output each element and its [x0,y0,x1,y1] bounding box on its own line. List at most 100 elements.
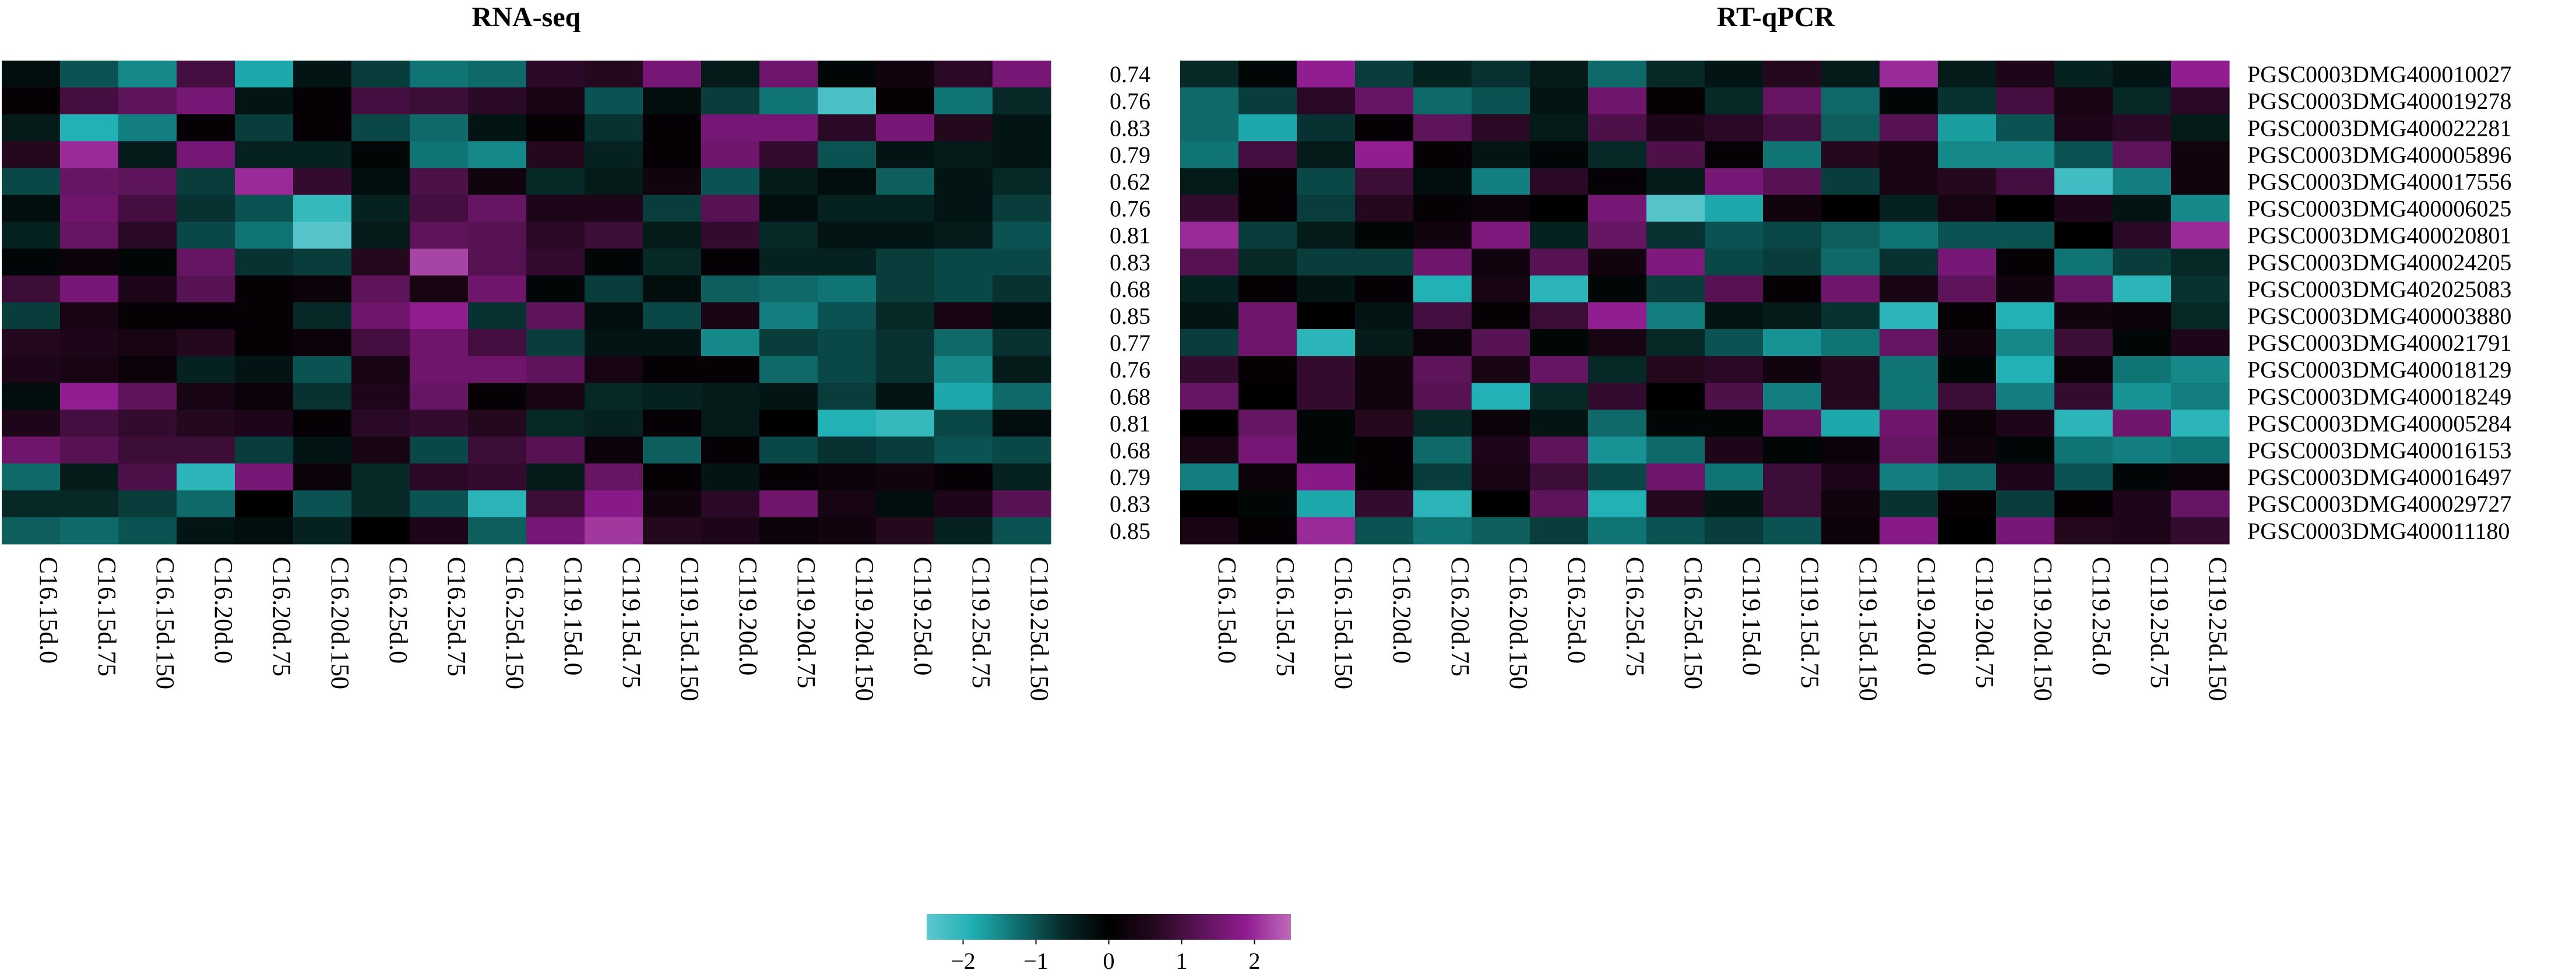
rnaseq-cell [351,195,410,223]
rtqpcr-cell [1180,463,1239,491]
rnaseq-cell [759,436,818,464]
rnaseq-cell [293,517,352,545]
rtqpcr-cell [1355,275,1414,303]
rtqpcr-cell [1763,490,1822,518]
rnaseq-cell [177,383,235,410]
rnaseq-cell [410,168,469,196]
rtqpcr-cell [1705,517,1764,545]
rnaseq-cell [118,302,177,330]
rtqpcr-cell [2054,221,2113,249]
correlation-value: 0.77 [1110,330,1150,356]
rnaseq-cell [2,410,61,437]
rnaseq-cell [876,517,935,545]
rtqpcr-cell [1646,356,1705,383]
rnaseq-cell [235,490,294,518]
rnaseq-cell [118,436,177,464]
rnaseq-cell [351,436,410,464]
rnaseq-cell [876,436,935,464]
rtqpcr-cell [1180,517,1239,545]
rnaseq-cell [585,87,643,115]
rnaseq-cell [118,248,177,276]
rnaseq-cell [410,275,469,303]
rnaseq-cell [759,114,818,142]
rtqpcr-cell [1238,168,1297,196]
rtqpcr-cell [1180,61,1239,88]
rnaseq-cell [643,248,702,276]
rnaseq-cell [293,87,352,115]
rtqpcr-cell [2113,275,2172,303]
rnaseq-column-label: C119.20d.0 [734,557,762,676]
rnaseq-cell [60,168,119,196]
rnaseq-cell [643,168,702,196]
correlation-value: 0.83 [1110,115,1150,141]
rtqpcr-cell [1705,356,1764,383]
rnaseq-cell [643,221,702,249]
rtqpcr-cell [1297,195,1356,223]
rtqpcr-column-label: C119.20d.150 [2029,557,2057,701]
rtqpcr-cell [1763,275,1822,303]
color-scale-tick-label: 1 [1176,948,1188,974]
rnaseq-heatmap-grid [2,61,1051,545]
rtqpcr-column-label: C16.15d.0 [1213,557,1241,664]
rtqpcr-cell [1821,141,1880,168]
rtqpcr-cell [1238,248,1297,276]
rtqpcr-cell [1180,195,1239,223]
rnaseq-cell [468,221,527,249]
rnaseq-cell [60,114,119,142]
rtqpcr-cell [1996,87,2055,115]
rnaseq-cell [60,87,119,115]
rnaseq-cell [177,517,235,545]
rtqpcr-cell [1821,517,1880,545]
rtqpcr-cell [1588,275,1647,303]
rnaseq-cell [468,141,527,168]
rtqpcr-cell [1588,490,1647,518]
rtqpcr-cell [1938,195,1997,223]
rnaseq-cell [818,195,877,223]
rnaseq-cell [410,221,469,249]
rtqpcr-cell [1763,221,1822,249]
rtqpcr-cell [1530,195,1589,223]
rtqpcr-cell [1588,517,1647,545]
rnaseq-cell [177,168,235,196]
rtqpcr-cell [2113,329,2172,357]
rnaseq-cell [60,141,119,168]
rtqpcr-cell [1413,61,1472,88]
rtqpcr-cell [1530,383,1589,410]
rtqpcr-cell [1472,168,1530,196]
rnaseq-cell [526,248,585,276]
rnaseq-cell [2,383,61,410]
rnaseq-column-label: C16.15d.75 [93,557,121,676]
rnaseq-cell [351,329,410,357]
rtqpcr-cell [1705,436,1764,464]
color-scale-ticks: −2 −1 0 1 2 [951,940,1261,974]
rtqpcr-cell [2054,275,2113,303]
rnaseq-cell [934,356,993,383]
rnaseq-cell [177,195,235,223]
rnaseq-cell [526,168,585,196]
rtqpcr-cell [1297,356,1356,383]
rtqpcr-cell [1821,356,1880,383]
rtqpcr-cell [2113,410,2172,437]
rnaseq-cell [468,490,527,518]
rtqpcr-cell [1472,463,1530,491]
rtqpcr-cell [2054,114,2113,142]
gene-label: PGSC0003DMG400018249 [2247,383,2511,410]
rnaseq-cell [818,168,877,196]
rnaseq-cell [701,195,760,223]
rnaseq-cell [60,383,119,410]
rtqpcr-cell [1297,302,1356,330]
rtqpcr-cell [1821,302,1880,330]
rnaseq-cell [118,87,177,115]
rtqpcr-cell [1588,436,1647,464]
rtqpcr-cell [2171,383,2230,410]
rtqpcr-cell [1588,302,1647,330]
rtqpcr-column-label: C119.15d.150 [1854,557,1882,701]
rnaseq-cell [701,490,760,518]
rtqpcr-cell [1238,221,1297,249]
rtqpcr-cell [1238,195,1297,223]
rnaseq-cell [351,463,410,491]
rnaseq-cell [118,195,177,223]
rtqpcr-cell [1996,517,2055,545]
rnaseq-cell [643,463,702,491]
rtqpcr-cell [1472,410,1530,437]
